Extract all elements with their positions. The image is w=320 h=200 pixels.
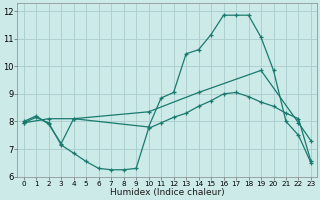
X-axis label: Humidex (Indice chaleur): Humidex (Indice chaleur) bbox=[110, 188, 225, 197]
